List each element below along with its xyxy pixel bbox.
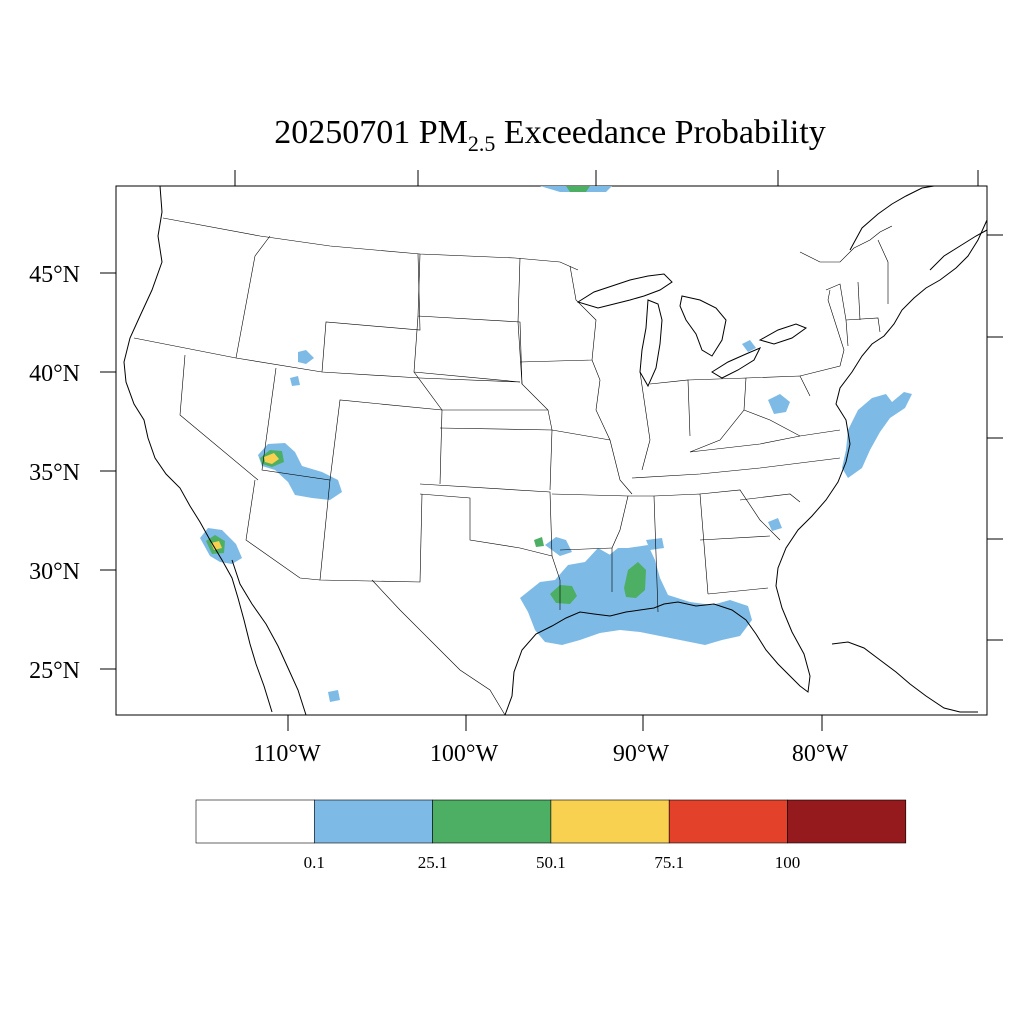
lon-label: 80°W bbox=[792, 741, 849, 767]
colorbar-label: 25.1 bbox=[418, 853, 448, 872]
lon-label: 100°W bbox=[430, 741, 499, 767]
shade-ms-north bbox=[608, 548, 640, 566]
shade-al-small bbox=[646, 538, 664, 550]
colorbar-label: 75.1 bbox=[654, 853, 684, 872]
shade-az-south-yellow bbox=[211, 541, 222, 550]
shade-ny bbox=[742, 340, 756, 352]
left-ticks bbox=[100, 272, 116, 670]
lat-labels: 45°N 40°N 35°N 30°N 25°N bbox=[29, 262, 80, 684]
shade-tx-green bbox=[534, 537, 544, 547]
lat-label: 30°N bbox=[29, 559, 80, 585]
shade-ms-green bbox=[624, 562, 646, 598]
lon-labels: 110°W 100°W 90°W 80°W bbox=[253, 741, 848, 767]
shade-az-north-yellow bbox=[264, 453, 279, 464]
shade-la-green bbox=[550, 585, 577, 604]
probability-shading bbox=[200, 186, 912, 702]
colorbar: 0.1 25.1 50.1 75.1 100 bbox=[195, 799, 907, 872]
lat-label: 35°N bbox=[29, 460, 80, 486]
shade-tx-east bbox=[545, 537, 572, 556]
colorbar-swatch bbox=[787, 799, 907, 844]
colorbar-swatch bbox=[313, 799, 433, 844]
lon-label: 110°W bbox=[253, 741, 321, 767]
state-boundaries bbox=[133, 235, 889, 716]
top-ticks bbox=[234, 170, 979, 186]
colorbar-swatch bbox=[195, 799, 315, 844]
colorbar-swatch bbox=[550, 799, 670, 844]
shade-ut-small bbox=[290, 376, 300, 386]
lat-label: 45°N bbox=[29, 262, 80, 288]
map-title: 20250701 PM2.5 Exceedance Probability bbox=[274, 114, 826, 156]
shade-wv bbox=[768, 394, 790, 414]
lon-label: 90°W bbox=[613, 741, 670, 767]
shade-canada-green bbox=[566, 186, 590, 192]
shade-ga-small bbox=[768, 518, 782, 531]
colorbar-label: 50.1 bbox=[536, 853, 566, 872]
lat-label: 40°N bbox=[29, 361, 80, 387]
shade-mx-small bbox=[328, 690, 340, 702]
shade-va-nc bbox=[842, 392, 912, 478]
colorbar-label: 100 bbox=[775, 853, 801, 872]
right-ticks bbox=[987, 234, 1003, 641]
bottom-ticks bbox=[287, 715, 823, 731]
coastlines bbox=[123, 185, 988, 716]
shade-id-small bbox=[298, 350, 314, 364]
lat-label: 25°N bbox=[29, 658, 80, 684]
colorbar-label: 0.1 bbox=[304, 853, 325, 872]
colorbar-swatch bbox=[668, 799, 788, 844]
colorbar-swatch bbox=[432, 799, 552, 844]
